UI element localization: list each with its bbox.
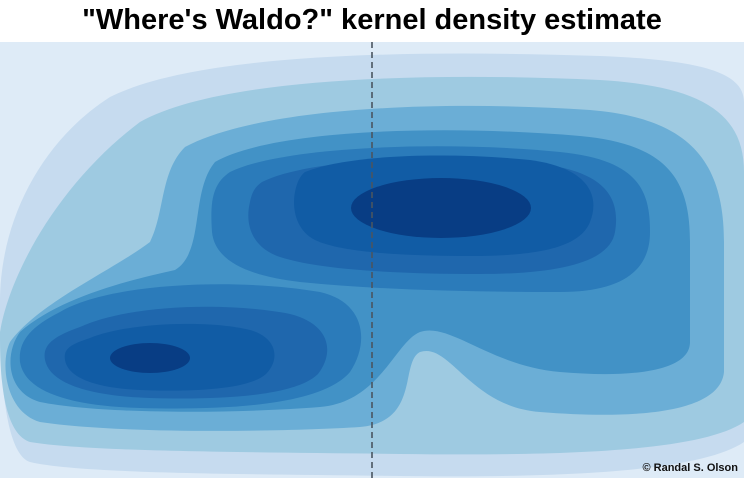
kde-plot (0, 42, 744, 478)
chart-title: "Where's Waldo?" kernel density estimate (82, 4, 662, 36)
contour-level-9 (351, 178, 531, 238)
contour-level-9b (110, 343, 190, 373)
density-contours (0, 42, 744, 478)
credit-label: © Randal S. Olson (642, 462, 738, 474)
